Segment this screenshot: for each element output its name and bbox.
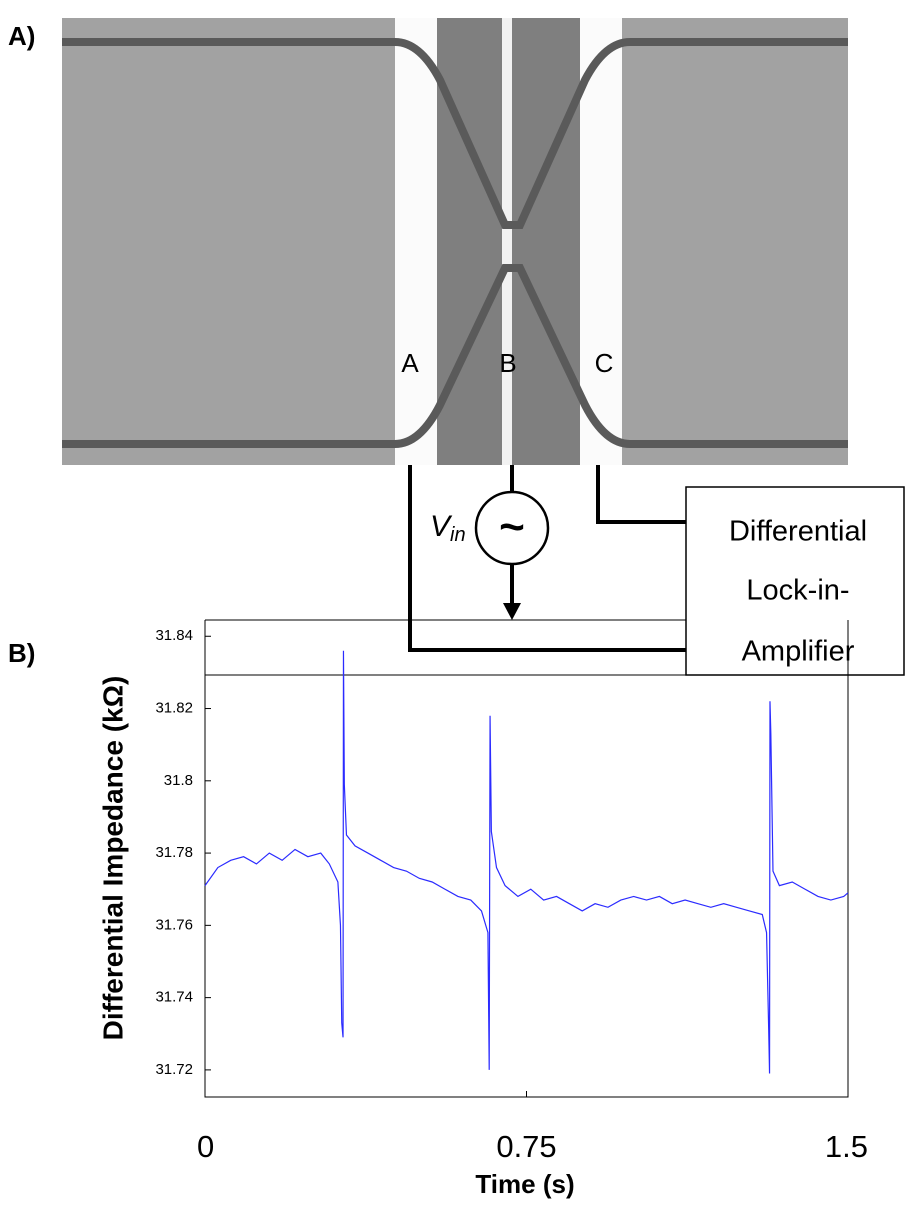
y-tick-label: 31.84 <box>155 627 193 644</box>
panel-label: B) <box>8 638 35 668</box>
micrograph <box>62 18 848 465</box>
plot-frame <box>204 674 849 1098</box>
electrode-label: C <box>595 348 614 378</box>
panel-label: A) <box>8 21 35 51</box>
plot-frame-top <box>204 620 206 675</box>
y-tick-label: 31.76 <box>155 916 193 933</box>
y-tick-label: 31.74 <box>155 989 193 1006</box>
y-tick-label: 31.8 <box>164 772 193 789</box>
x-axis-label: Time (s) <box>475 1169 574 1199</box>
electrode-label: B <box>499 348 516 378</box>
amplifier-label: Lock-in- <box>746 575 849 607</box>
data-line <box>204 650 849 1074</box>
wiring <box>408 465 686 652</box>
amplifier-label: Differential <box>729 516 867 548</box>
arrow-head <box>503 603 521 620</box>
y-tick-label: 31.78 <box>155 844 193 861</box>
source-symbol: V <box>430 510 453 543</box>
y-tick-label: 31.82 <box>155 700 193 717</box>
y-tick-label: 31.72 <box>155 1061 193 1078</box>
source-subscript: in <box>450 524 466 546</box>
source-label: Vin <box>430 510 466 546</box>
plot-frame-edge <box>205 619 849 675</box>
x-tick-label: 1.5 <box>825 1129 868 1164</box>
x-tick-label: 0.75 <box>496 1129 556 1164</box>
electrode-label: A <box>401 348 419 378</box>
y-axis-label: Differential Impedance (kΩ) <box>97 676 128 1041</box>
amplifier-label: Amplifier <box>742 636 855 668</box>
amplifier-box <box>685 486 905 676</box>
x-tick-label: 0 <box>197 1129 214 1164</box>
ac-symbol: ~ <box>499 503 525 552</box>
